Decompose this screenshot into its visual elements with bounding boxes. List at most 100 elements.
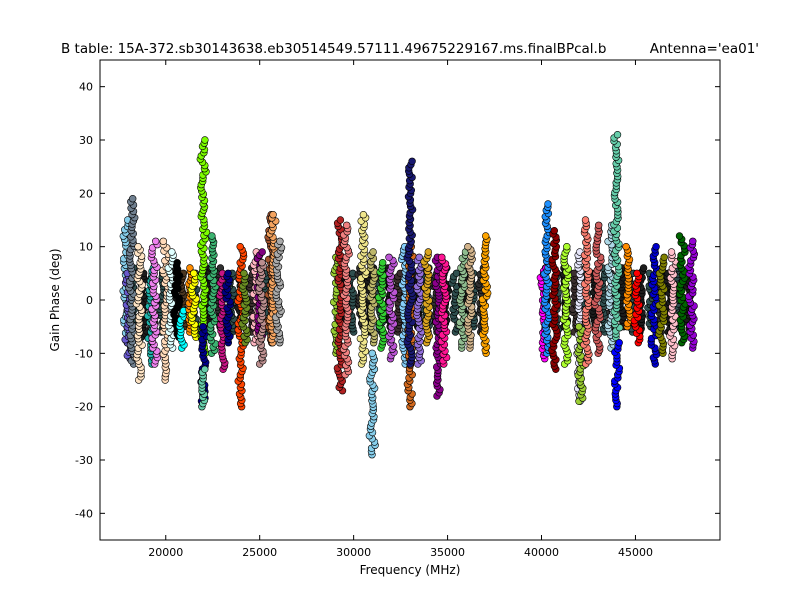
series-25: [272, 237, 286, 347]
background-series-25: [448, 269, 462, 336]
series-36: [403, 157, 417, 368]
axis-ticks: 20000 25000 30000 35000 40000 45000 -40 -30 -20 -…: [75, 60, 720, 559]
data-point: [368, 349, 376, 357]
x-tick-label: 45000: [618, 546, 653, 559]
y-tick-label: 40: [79, 81, 93, 94]
data-point: [159, 237, 168, 246]
data-point: [201, 136, 209, 144]
series-5: [147, 237, 162, 368]
data-point: [173, 259, 181, 267]
data-point: [675, 232, 684, 240]
series-60: [675, 232, 689, 347]
series-49: [574, 323, 588, 405]
series-51: [591, 221, 605, 357]
data-point: [639, 264, 648, 272]
series-47: [559, 243, 572, 368]
series-9: [175, 307, 188, 352]
data-point: [633, 269, 641, 277]
series-30: [365, 349, 379, 459]
data-point: [208, 232, 216, 240]
series-14: [198, 365, 209, 411]
data-point: [186, 264, 194, 272]
series-59: [666, 248, 680, 363]
data-point: [336, 216, 345, 224]
series-46: [548, 227, 561, 373]
data-point: [464, 243, 472, 251]
data-point: [152, 237, 160, 246]
data-point: [550, 227, 558, 235]
series-41: [456, 248, 470, 352]
data-point: [129, 195, 137, 203]
series-42: [464, 243, 476, 352]
series-38: [420, 248, 433, 347]
data-points: [119, 131, 698, 459]
data-point: [438, 253, 446, 261]
chart-title: B table: 15A-372.sb30143638.eb30514549.5…: [61, 41, 606, 57]
data-point: [622, 243, 630, 251]
data-point: [652, 243, 660, 251]
series-61: [685, 237, 698, 352]
data-point: [343, 221, 351, 230]
series-11: [187, 269, 200, 341]
data-point: [224, 269, 232, 277]
data-point: [575, 323, 583, 331]
data-point: [667, 248, 676, 256]
x-axis-label: Frequency (MHz): [360, 563, 461, 577]
series-19: [238, 269, 251, 347]
data-point: [594, 221, 603, 230]
series-56: [630, 269, 644, 347]
data-point: [201, 365, 209, 373]
data-point: [615, 339, 623, 347]
series-43: [478, 232, 492, 357]
series-32: [375, 259, 388, 352]
data-point: [379, 259, 387, 267]
series-3: [132, 243, 146, 384]
data-point: [276, 237, 284, 246]
y-tick-label: 0: [86, 294, 93, 307]
y-tick-label: 20: [79, 187, 93, 200]
data-point: [236, 243, 244, 251]
data-point: [660, 253, 668, 261]
data-point: [134, 243, 142, 251]
data-point: [544, 200, 552, 208]
data-point: [240, 269, 248, 277]
data-point: [258, 259, 266, 267]
y-tick-label: 30: [79, 134, 93, 147]
data-point: [359, 211, 368, 219]
series-17: [221, 269, 235, 347]
series-40: [437, 253, 451, 368]
data-point: [613, 131, 622, 139]
y-tick-label: -30: [75, 454, 93, 467]
data-point: [424, 248, 432, 256]
x-tick-label: 35000: [430, 546, 465, 559]
data-point: [168, 248, 176, 256]
series-58: [655, 253, 668, 357]
data-point: [199, 323, 207, 331]
antenna-label: Antenna='ea01': [650, 41, 759, 57]
data-point: [581, 216, 590, 224]
series-16: [216, 269, 229, 373]
data-point: [563, 243, 571, 251]
series-50: [580, 216, 593, 368]
series-29: [356, 211, 370, 368]
data-point: [482, 232, 490, 240]
series-39: [431, 253, 445, 400]
y-tick-label: 10: [79, 241, 93, 254]
series-15: [206, 232, 220, 357]
y-axis-label: Gain Phase (deg): [48, 248, 62, 351]
data-point: [415, 253, 423, 261]
data-point: [385, 253, 393, 261]
y-tick-label: -40: [75, 507, 93, 520]
x-tick-label: 30000: [336, 546, 371, 559]
data-point: [369, 248, 377, 256]
y-tick-label: -20: [75, 401, 93, 414]
data-point: [269, 211, 277, 219]
x-tick-label: 25000: [242, 546, 277, 559]
series-31: [366, 248, 379, 347]
series-37: [413, 253, 426, 368]
series-53: [610, 131, 624, 341]
data-point: [190, 269, 198, 277]
x-tick-label: 40000: [524, 546, 559, 559]
series-33: [385, 253, 398, 363]
